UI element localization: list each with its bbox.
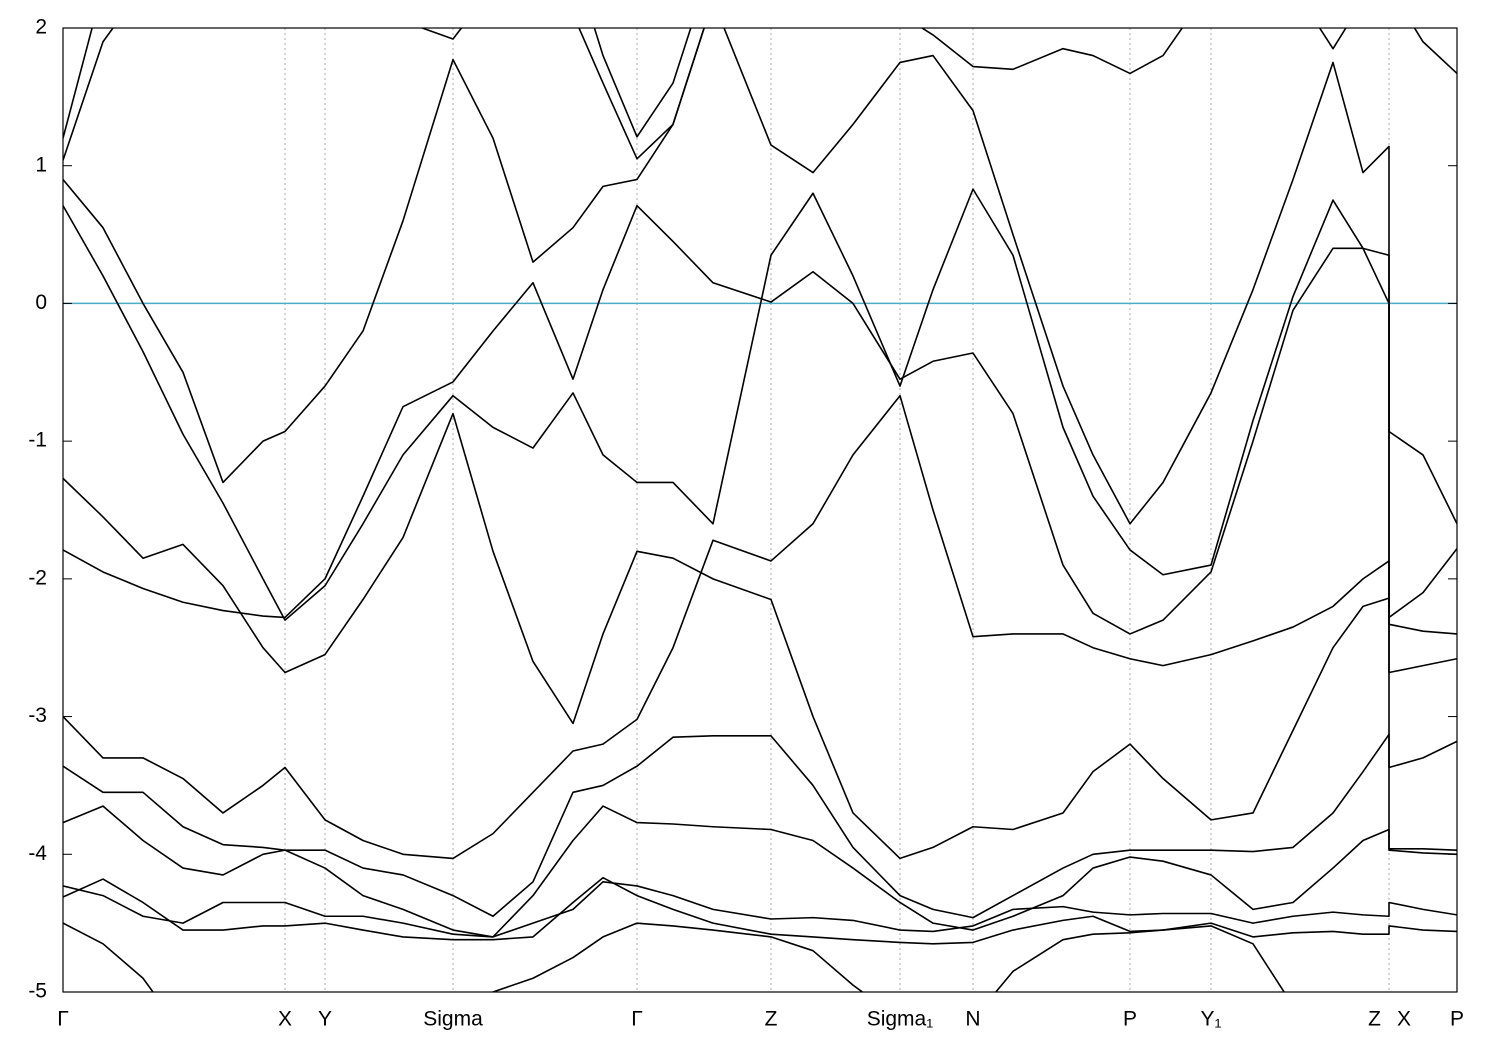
y-tick-label: 0 [35,291,47,314]
band-line [63,881,1457,938]
y-tick-label: -2 [28,566,47,589]
bands [63,28,1457,992]
x-tick-label: Z [765,1008,778,1031]
band-line [63,412,1457,860]
x-tick-label: Γ [631,1008,643,1031]
x-tick-label: X [1397,1008,1411,1031]
x-tick-label: Y₁ [1200,1008,1221,1031]
y-tick-label: -4 [28,842,47,865]
x-tick-label: Z [1368,1008,1381,1031]
x-tick-label: Sigma [423,1008,483,1031]
band-line [63,188,1457,621]
band-line [63,876,1457,945]
y-tick-label: -1 [28,429,47,452]
band-line [63,28,1457,525]
x-tick-label: X [278,1008,292,1031]
x-tick-label: P [1450,1008,1464,1031]
x-tick-label: N [965,1008,980,1031]
x-tick-label: Sigma₁ [867,1008,934,1031]
band-line [63,922,1286,992]
y-tick-label: -5 [28,980,47,1003]
x-tick-label: Y [318,1008,332,1031]
band-line [63,394,1457,860]
y-tick-label: 2 [35,16,47,39]
band-line [63,805,1457,938]
plot-frame [62,27,1458,993]
x-tick-label: Γ [57,1008,69,1031]
y-tick-label: 1 [35,153,47,176]
x-tick-label: P [1123,1008,1137,1031]
y-tick-label: -3 [28,704,47,727]
band-line [63,733,1457,919]
band-line [63,204,1457,635]
